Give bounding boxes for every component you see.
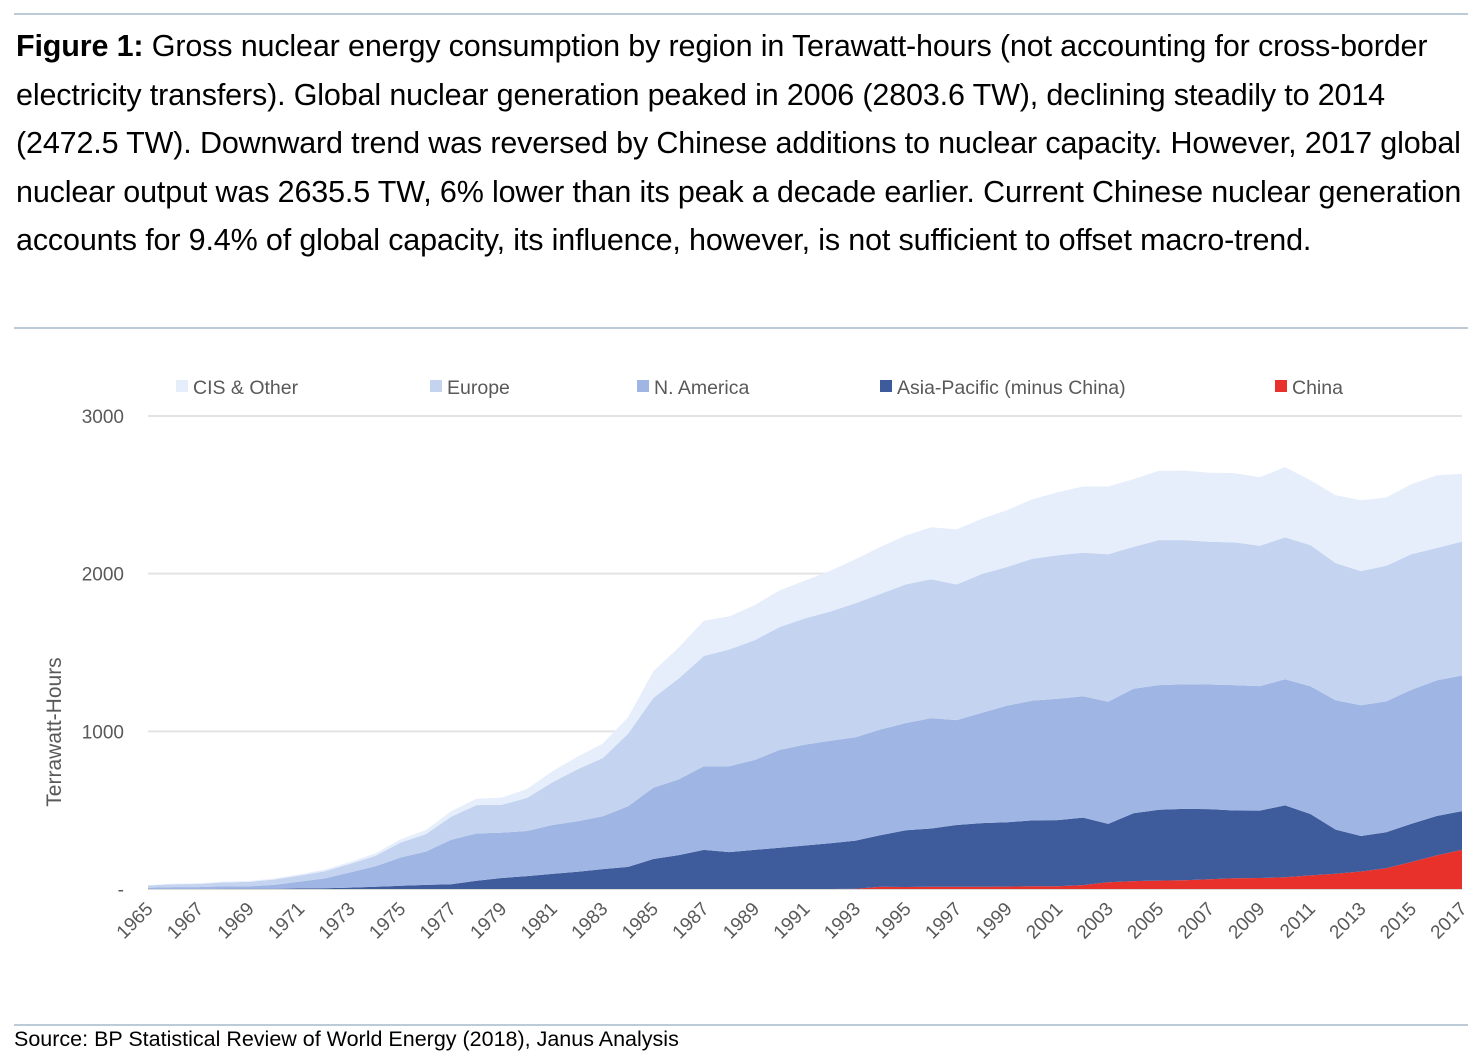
area-china	[148, 849, 1462, 889]
x-tick-label: 2009	[1225, 899, 1270, 944]
x-tick-label: 1997	[921, 899, 966, 944]
x-tick-label: 1983	[568, 899, 613, 944]
x-tick-label: 1991	[770, 899, 815, 944]
legend-label: Asia-Pacific (minus China)	[897, 377, 1126, 399]
y-tick-label: 1000	[82, 722, 124, 743]
bottom-divider	[14, 1024, 1468, 1026]
top-divider	[14, 13, 1468, 15]
legend-label: CIS & Other	[193, 377, 299, 399]
y-tick-label: 3000	[82, 407, 124, 428]
x-tick-label: 2001	[1022, 899, 1067, 944]
x-tick-label: 2003	[1073, 899, 1118, 944]
x-tick-label: 1981	[517, 899, 562, 944]
figure-caption: Figure 1: Gross nuclear energy consumpti…	[16, 22, 1466, 265]
x-tick-label: 1995	[871, 899, 916, 944]
x-tick-label: 1977	[416, 899, 461, 944]
x-tick-label: 1967	[163, 899, 208, 944]
legend-label: Europe	[447, 377, 510, 399]
x-tick-label: 2015	[1376, 899, 1421, 944]
legend-swatch	[637, 380, 649, 392]
x-tick-label: 2017	[1427, 899, 1472, 944]
x-tick-label: 1975	[365, 899, 410, 944]
area-cis-other	[148, 467, 1462, 886]
x-tick-label: 2005	[1124, 899, 1169, 944]
x-tick-label: 1985	[618, 899, 663, 944]
x-tick-label: 1971	[264, 899, 309, 944]
x-tick-label: 1979	[467, 899, 512, 944]
x-tick-label: 1973	[315, 899, 360, 944]
x-tick-label: 1965	[113, 899, 158, 944]
y-tick-label: -	[118, 880, 124, 901]
x-tick-label: 1993	[820, 899, 865, 944]
x-tick-label: 1969	[214, 899, 259, 944]
area-europe	[148, 537, 1462, 888]
legend: CIS & Other Europe N. America Asia-Pacific …	[176, 377, 1343, 399]
legend-item: Europe	[430, 377, 510, 399]
y-axis-title: Terrawatt-Hours	[43, 657, 66, 806]
legend-label: N. America	[654, 377, 750, 399]
legend-swatch	[176, 380, 188, 392]
area-asia-pacific-minus-china	[148, 805, 1462, 889]
caption-divider	[14, 327, 1468, 329]
x-tick-label: 1987	[669, 899, 714, 944]
legend-swatch	[1275, 380, 1287, 392]
legend-item: China	[1275, 377, 1343, 399]
x-tick-label: 2013	[1326, 899, 1371, 944]
y-axis-ticks: - 1000 2000 3000	[82, 407, 124, 901]
caption-text: Gross nuclear energy consumption by regi…	[16, 29, 1462, 258]
legend-swatch	[880, 380, 892, 392]
x-tick-label: 2011	[1276, 899, 1320, 943]
area-n-america	[148, 675, 1462, 889]
x-axis-ticks: 1965 1967 1969 1971 1973 1975 1977 1979 1981 1983…	[113, 899, 1472, 944]
figure-label: Figure 1:	[16, 29, 144, 63]
x-tick-label: 1989	[719, 899, 764, 944]
x-tick-label: 2007	[1174, 899, 1219, 944]
area-series	[148, 467, 1462, 889]
legend-swatch	[430, 380, 442, 392]
legend-item: CIS & Other	[176, 377, 299, 399]
legend-item: N. America	[637, 377, 750, 399]
x-tick-label: 1999	[972, 899, 1017, 944]
legend-label: China	[1292, 377, 1343, 399]
source-note: Source: BP Statistical Review of World E…	[14, 1027, 679, 1051]
y-tick-label: 2000	[82, 565, 124, 586]
legend-item: Asia-Pacific (minus China)	[880, 377, 1126, 399]
